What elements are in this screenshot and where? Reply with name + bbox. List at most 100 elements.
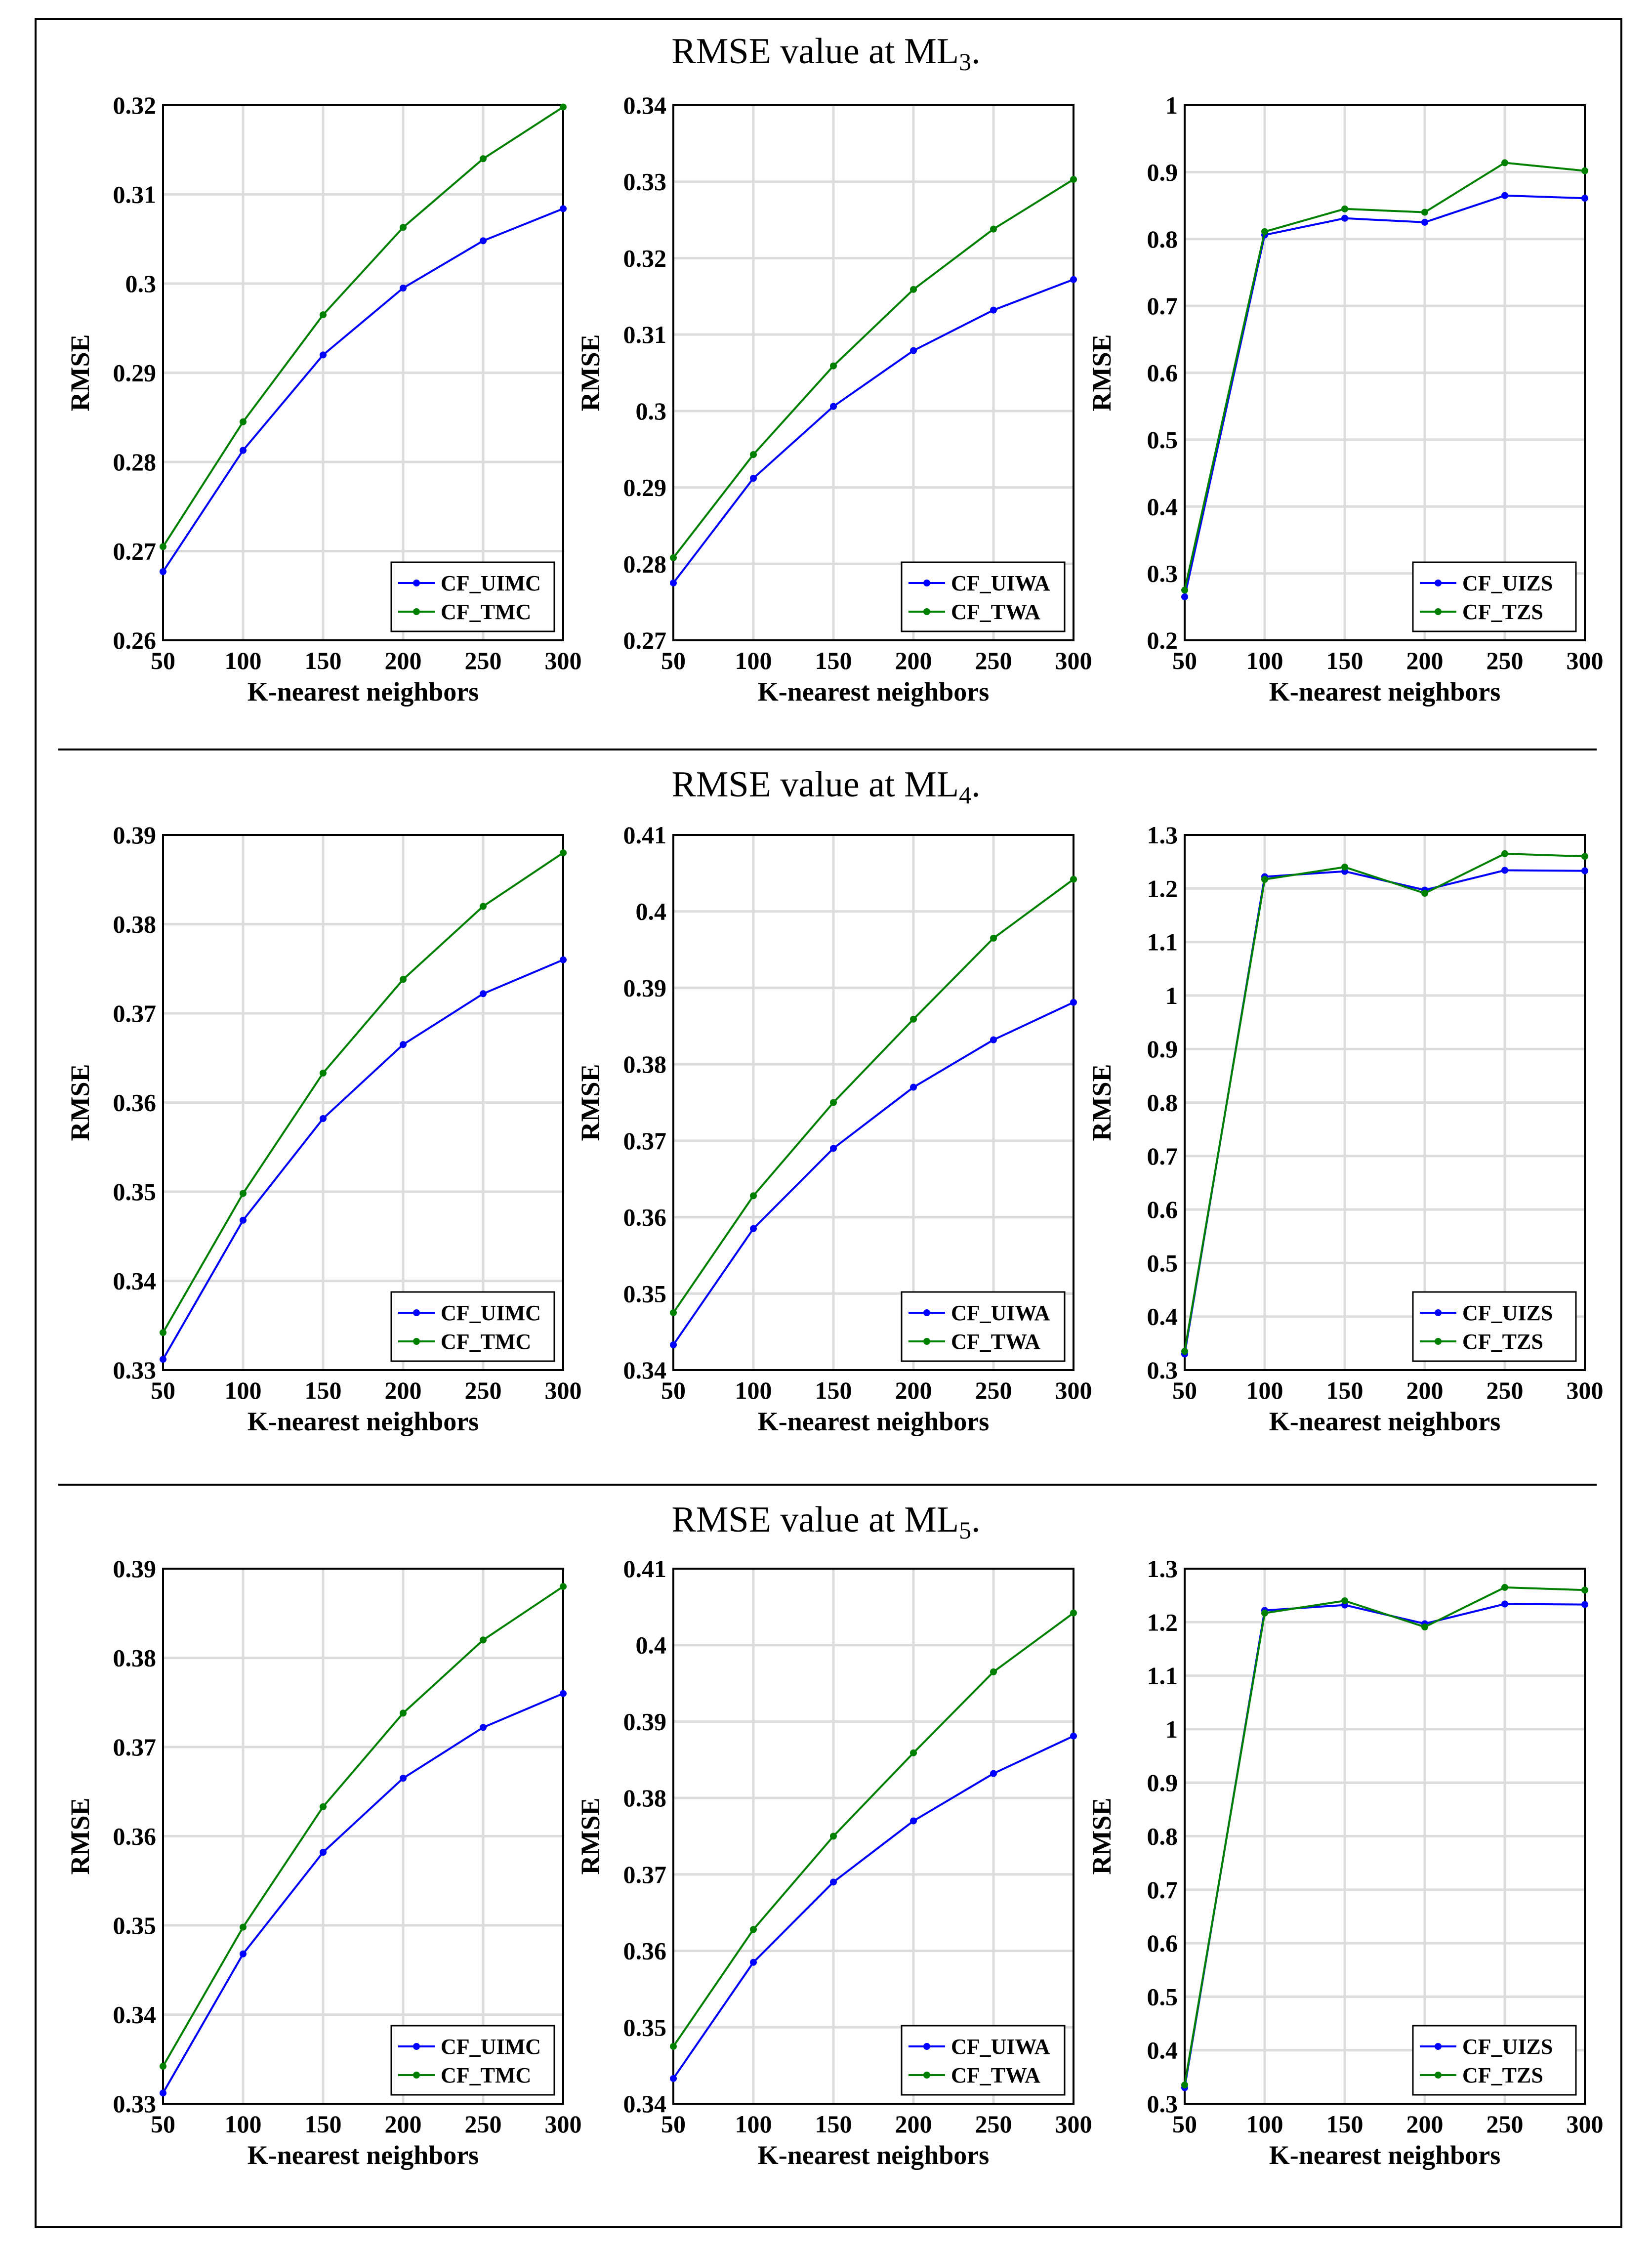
x-tick-label: 150 <box>305 647 342 674</box>
legend: CF_UIWA CF_TWA <box>901 1291 1066 1362</box>
data-point <box>240 1950 247 1957</box>
y-tick-label: 0.33 <box>113 2090 157 2118</box>
y-tick-label: 0.6 <box>1147 1929 1178 1957</box>
data-point <box>240 1923 247 1931</box>
data-point <box>320 311 327 319</box>
y-tick-label: 0.3 <box>1147 1356 1178 1384</box>
data-point <box>480 1724 487 1731</box>
legend-label: CF_TWA <box>951 1330 1040 1354</box>
x-tick-label: 200 <box>895 2110 932 2138</box>
y-tick-label: 1 <box>1165 982 1178 1009</box>
data-point <box>1261 1609 1268 1617</box>
legend-label: CF_UIMC <box>441 1301 541 1325</box>
data-point <box>1070 176 1077 183</box>
data-point <box>1070 999 1077 1006</box>
data-point <box>830 1832 837 1840</box>
y-tick-label: 0.36 <box>623 1204 667 1231</box>
y-axis-title: RMSE <box>1087 1064 1116 1141</box>
y-tick-label: 0.7 <box>1147 292 1178 320</box>
x-tick-label: 300 <box>1055 2110 1092 2138</box>
x-tick-label: 150 <box>815 647 852 674</box>
x-axis-title: K-nearest neighbors <box>248 1407 479 1436</box>
x-tick-label: 100 <box>225 2110 262 2138</box>
x-tick-label: 50 <box>1172 1376 1197 1404</box>
plot-frame <box>672 834 1074 1371</box>
series-line-cf-uimc <box>162 208 564 573</box>
x-axis-title: K-nearest neighbors <box>248 677 479 707</box>
y-tick-label: 0.28 <box>113 448 157 476</box>
y-tick-label: 0.29 <box>623 474 667 501</box>
x-tick-label: 200 <box>1406 2110 1444 2138</box>
data-point <box>1181 586 1188 594</box>
x-tick-label: 50 <box>151 2110 175 2138</box>
y-tick-label: 0.39 <box>113 1555 157 1582</box>
data-point <box>320 351 327 359</box>
x-axis-title: K-nearest neighbors <box>1269 2140 1501 2170</box>
x-tick-label: 300 <box>545 647 582 674</box>
plot-frame <box>1184 104 1586 641</box>
plot-frame <box>1184 1568 1586 2105</box>
y-tick-label: 0.8 <box>1147 1823 1178 1850</box>
data-point <box>1581 853 1588 860</box>
y-tick-label: 1.3 <box>1147 1555 1178 1582</box>
series-line-cf-twa <box>672 878 1074 1314</box>
plot-frame <box>672 1568 1074 2105</box>
plot-frame <box>162 1568 564 2105</box>
data-point <box>910 1015 917 1023</box>
y-tick-label: 0.7 <box>1147 1876 1178 1904</box>
x-tick-label: 300 <box>1567 647 1604 674</box>
legend-marker <box>413 580 420 586</box>
data-point <box>1181 2081 1188 2089</box>
data-point <box>750 475 757 482</box>
legend-marker <box>413 2072 420 2079</box>
y-tick-label: 0.9 <box>1147 1769 1178 1796</box>
data-point <box>560 849 567 857</box>
x-axis-title: K-nearest neighbors <box>758 2140 990 2170</box>
x-tick-label: 250 <box>465 647 502 674</box>
chart-4: 50 100 150 200 250 300 0.33 0.34 0.35 0.36 0.37 0.3… <box>65 821 582 1436</box>
y-tick-label: 0.3 <box>1147 560 1178 587</box>
data-point <box>750 1958 757 1966</box>
series-line-cf-tmc <box>162 1585 564 2067</box>
x-tick-label: 250 <box>1487 1376 1524 1404</box>
data-point <box>480 155 487 163</box>
data-point <box>480 903 487 910</box>
data-point <box>830 362 837 370</box>
y-tick-label: 0.3 <box>636 397 667 425</box>
y-tick-label: 0.38 <box>623 1784 667 1812</box>
chart-3: 50 100 150 200 250 300 0.2 0.3 0.4 0.5 0.6 0.7 0.8 0.… <box>1087 91 1604 707</box>
y-tick-label: 1.1 <box>1147 1662 1178 1690</box>
x-tick-label: 250 <box>975 647 1012 674</box>
x-tick-label: 50 <box>661 647 686 674</box>
data-point <box>670 579 677 586</box>
y-tick-label: 0.32 <box>623 244 667 272</box>
legend: CF_UIZS CF_TZS <box>1412 1291 1577 1362</box>
series-line-cf-tmc <box>162 852 564 1333</box>
y-tick-label: 0.39 <box>623 1707 667 1735</box>
y-tick-label: 0.38 <box>623 1050 667 1078</box>
data-point <box>560 103 567 111</box>
data-point <box>1581 167 1588 174</box>
data-point <box>1421 208 1428 216</box>
y-tick-label: 1.1 <box>1147 928 1178 956</box>
chart-6: 50 100 150 200 250 300 0.3 0.4 0.5 0.6 0.7 0.8 0.9 1 1… <box>1087 821 1604 1436</box>
legend-label: CF_TWA <box>951 600 1040 624</box>
x-axis-title: K-nearest neighbors <box>1269 677 1501 707</box>
data-point <box>1070 1732 1077 1740</box>
x-tick-label: 100 <box>735 2110 772 2138</box>
data-point <box>1341 214 1348 222</box>
plot-background <box>673 105 1074 640</box>
data-point <box>750 1192 757 1200</box>
legend-label: CF_UIZS <box>1462 2035 1553 2059</box>
y-tick-label: 0.4 <box>1147 2037 1178 2064</box>
data-point <box>240 1216 247 1224</box>
legend-label: CF_TMC <box>441 2063 531 2087</box>
y-tick-label: 0.34 <box>623 91 667 119</box>
data-point <box>990 1036 997 1043</box>
y-tick-label: 0.3 <box>1147 2090 1178 2118</box>
charts: 50 100 150 200 250 3000.260.270.280.290.30.31… <box>65 91 1604 2170</box>
data-point <box>990 1770 997 1777</box>
data-point <box>830 1099 837 1106</box>
data-point <box>1070 875 1077 883</box>
